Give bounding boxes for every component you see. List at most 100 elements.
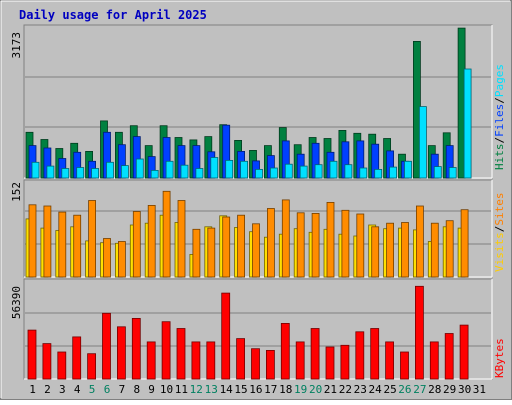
bottom-kbytes-bar-day-24 xyxy=(370,328,380,380)
middle-sites-bar-day-17 xyxy=(266,208,275,278)
bottom-kbytes-bar-day-22 xyxy=(340,344,350,380)
top-legend-hits: Hits xyxy=(493,144,506,171)
middle-sites-bar-day-24 xyxy=(371,226,380,278)
top-pages-bar-day-24 xyxy=(374,168,383,179)
top-pages-bar-day-14 xyxy=(225,159,234,179)
x-tick-day-23: 23 xyxy=(354,383,367,396)
top-pages-bar-day-5 xyxy=(91,168,99,179)
top-pages-bar-day-28 xyxy=(433,166,442,179)
middle-legend-separator: / xyxy=(493,226,506,233)
top-legend-separator: / xyxy=(493,137,506,144)
bottom-kbytes-bar-day-15 xyxy=(236,338,246,380)
x-tick-day-4: 4 xyxy=(74,383,81,396)
middle-sites-bar-day-30 xyxy=(460,209,469,278)
middle-sites-bar-day-15 xyxy=(237,214,246,278)
middle-sites-bar-day-10 xyxy=(162,190,171,278)
bottom-kbytes-bar-day-30 xyxy=(459,324,469,380)
bottom-kbytes-bar-day-26 xyxy=(400,351,409,380)
top-pages-bar-day-2 xyxy=(46,165,55,179)
top-pages-bar-day-20 xyxy=(314,164,323,179)
middle-legend-visits: Visits xyxy=(493,232,506,272)
top-pages-bar-day-4 xyxy=(76,167,85,179)
axis-labels: 3173 152 56390 xyxy=(10,32,23,319)
bottom-kbytes-bar-day-20 xyxy=(310,328,320,380)
top-pages-bar-day-8 xyxy=(135,158,144,179)
top-pages-bar-day-10 xyxy=(165,160,174,179)
x-tick-day-18: 18 xyxy=(279,383,292,396)
x-tick-day-25: 25 xyxy=(383,383,396,396)
x-tick-day-31: 31 xyxy=(473,383,486,396)
middle-sites-bar-day-1 xyxy=(28,204,37,278)
x-axis-day-labels: 1 2 3 4 5 6 7 8 9 10 11 12 13 14 15 16 17 18 19 20 21 22 23 24 2… xyxy=(29,383,486,396)
x-tick-day-7: 7 xyxy=(119,383,126,396)
top-pages-bar-day-11 xyxy=(180,164,189,179)
x-tick-day-22: 22 xyxy=(339,383,352,396)
x-tick-day-16: 16 xyxy=(249,383,262,396)
x-tick-day-27: 27 xyxy=(413,383,426,396)
x-tick-day-24: 24 xyxy=(368,383,382,396)
top-pages-bar-day-22 xyxy=(344,164,353,179)
x-tick-day-12: 12 xyxy=(190,383,203,396)
bottom-kbytes-bar-day-17 xyxy=(265,349,275,380)
x-tick-day-17: 17 xyxy=(264,383,277,396)
x-tick-day-5: 5 xyxy=(89,383,96,396)
bottom-kbytes-bar-day-14 xyxy=(221,292,231,380)
bottom-kbytes-bar-day-8 xyxy=(131,317,141,380)
middle-sites-bar-day-8 xyxy=(132,211,141,278)
x-tick-day-6: 6 xyxy=(104,383,111,396)
top-pages-bar-day-17 xyxy=(269,167,278,179)
middle-sites-bar-day-16 xyxy=(252,223,260,278)
top-pages-bar-day-25 xyxy=(389,166,398,179)
middle-sites-bar-day-14 xyxy=(222,216,231,278)
middle-sites-bar-day-19 xyxy=(296,212,305,278)
bottom-kbytes-bar-day-12 xyxy=(191,341,201,380)
bottom-kbytes-bar-day-11 xyxy=(176,328,186,380)
middle-sites-bar-day-28 xyxy=(430,222,439,278)
x-tick-day-9: 9 xyxy=(148,383,155,396)
top-pages-bar-day-9 xyxy=(150,169,159,179)
x-tick-day-14: 14 xyxy=(220,383,234,396)
x-tick-day-1: 1 xyxy=(29,383,36,396)
bottom-kbytes-bar-day-2 xyxy=(42,343,52,380)
bottom-kbytes-bar-day-16 xyxy=(251,348,260,380)
top-pages-bar-day-3 xyxy=(61,168,70,179)
chart-title: Daily usage for April 2025 xyxy=(19,8,207,22)
bottom-kbytes-bar-day-13 xyxy=(206,341,216,380)
bottom-legend: KBytes xyxy=(493,338,506,378)
middle-sites-bar-day-21 xyxy=(326,201,335,278)
bottom-kbytes-bar-day-29 xyxy=(444,333,454,380)
top-max-label: 3173 xyxy=(10,32,23,59)
x-tick-day-2: 2 xyxy=(44,383,51,396)
top-legend-pages: Pages xyxy=(493,64,506,97)
bottom-kbytes-bar-day-5 xyxy=(87,353,96,380)
middle-sites-bar-day-7 xyxy=(118,241,126,278)
middle-sites-bar-day-22 xyxy=(341,209,350,278)
middle-sites-bar-day-5 xyxy=(88,200,96,278)
x-tick-day-8: 8 xyxy=(133,383,140,396)
bottom-kbytes-bar-day-18 xyxy=(280,322,290,380)
x-tick-day-28: 28 xyxy=(428,383,441,396)
bottom-kbytes-bar-day-27 xyxy=(414,285,424,380)
x-tick-day-26: 26 xyxy=(398,383,411,396)
x-tick-day-11: 11 xyxy=(175,383,188,396)
top-pages-bar-day-21 xyxy=(329,160,338,179)
middle-sites-bar-day-23 xyxy=(356,213,365,278)
middle-sites-bar-day-20 xyxy=(311,212,320,278)
top-pages-bar-day-30 xyxy=(463,68,472,179)
top-pages-bar-day-27 xyxy=(418,106,427,179)
bottom-kbytes-bar-day-25 xyxy=(385,341,395,380)
bottom-max-label: 56390 xyxy=(10,286,23,319)
x-tick-day-10: 10 xyxy=(160,383,173,396)
middle-legend: Visits/Sites xyxy=(493,193,506,273)
middle-sites-bar-day-27 xyxy=(415,205,424,278)
bottom-kbytes-bar-day-10 xyxy=(161,321,171,380)
x-tick-day-21: 21 xyxy=(324,383,337,396)
middle-sites-bar-day-6 xyxy=(103,238,111,278)
x-tick-day-19: 19 xyxy=(294,383,307,396)
x-tick-day-3: 3 xyxy=(59,383,66,396)
top-pages-bar-day-6 xyxy=(106,161,114,179)
top-pages-bar-day-29 xyxy=(448,167,457,179)
